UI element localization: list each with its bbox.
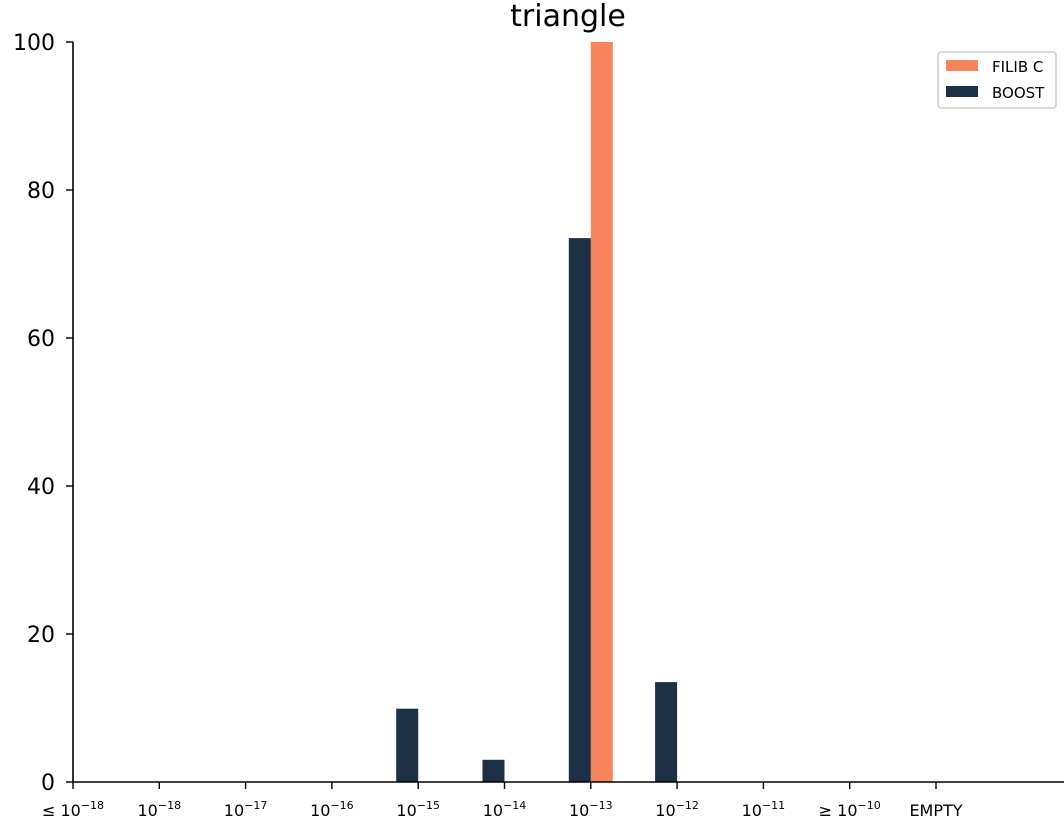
chart-title: triangle: [510, 0, 626, 34]
legend-swatch-boost: [946, 86, 978, 97]
x-tick-label-7: 10−12: [655, 799, 699, 820]
x-tick-label-9: ≥ 10−10: [819, 799, 881, 820]
legend-label-filib-c: FILIB C: [992, 58, 1043, 76]
bar-filib-c-6: [590, 42, 613, 782]
x-tick-label-2: 10−17: [224, 799, 268, 820]
bars-layer: [396, 42, 678, 783]
y-tick-label-20: 20: [27, 623, 55, 648]
x-tick-label-4: 10−15: [396, 799, 440, 820]
y-tick-label-80: 80: [27, 179, 55, 204]
axes-layer: 0 20 40 60 80 100 ≤ 10−18 10−18 10−17 10−16 10−15 1…: [13, 31, 1064, 820]
x-tick-label-1: 10−18: [138, 799, 182, 820]
y-tick-label-0: 0: [41, 771, 55, 796]
x-tick-label-0: ≤ 10−18: [42, 799, 104, 820]
legend: FILIB C BOOST: [937, 51, 1057, 109]
bar-boost-6: [568, 238, 591, 783]
bar-boost-4: [396, 708, 419, 782]
legend-label-boost: BOOST: [992, 84, 1045, 102]
y-tick-label-100: 100: [13, 31, 55, 56]
x-tick-label-10: EMPTY: [909, 801, 962, 820]
x-tick-label-8: 10−11: [742, 799, 786, 820]
x-tick-label-3: 10−16: [310, 799, 354, 820]
x-tick-label-6: 10−13: [569, 799, 613, 820]
y-tick-label-40: 40: [27, 475, 55, 500]
bar-boost-7: [655, 682, 678, 782]
y-tick-label-60: 60: [27, 327, 55, 352]
x-tick-label-5: 10−14: [483, 799, 527, 820]
legend-swatch-filib-c: [946, 60, 978, 71]
bar-boost-5: [482, 759, 505, 782]
